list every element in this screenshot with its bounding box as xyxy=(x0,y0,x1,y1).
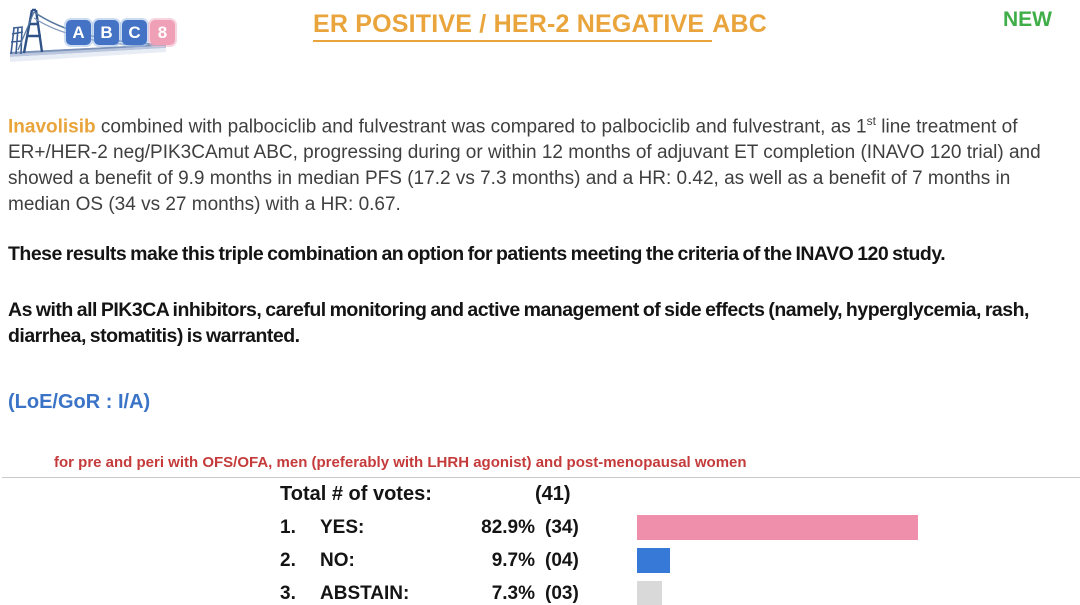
slide-title-underlined: ER POSITIVE / HER-2 NEGATIVE xyxy=(312,10,713,42)
total-votes-label: Total # of votes: xyxy=(280,483,432,506)
total-votes-count: (41) xyxy=(535,483,571,506)
vote-count: (34) xyxy=(545,516,579,538)
slide-header: A B C 8 ER POSITIVE / HER-2 NEGATIVE ABC … xyxy=(0,0,1080,62)
total-votes-row: Total # of votes: (41) xyxy=(0,482,1080,507)
slide-title-plain: ABC xyxy=(712,10,768,38)
vote-option-label: YES: xyxy=(320,516,365,538)
ordinal-superscript: st xyxy=(866,114,876,128)
voting-results: Total # of votes: (41) 1. YES: 82.9% (34… xyxy=(0,482,1080,605)
drug-name: Inavolisib xyxy=(8,116,96,138)
vote-rank: 3. xyxy=(280,582,296,604)
slide-content: Inavolisib combined with palbociclib and… xyxy=(0,108,1080,471)
new-badge: NEW xyxy=(1003,8,1052,31)
intro-paragraph: Inavolisib combined with palbociclib and… xyxy=(8,108,1072,218)
logo-tile-b: B xyxy=(94,20,119,45)
safety-statement: As with all PIK3CA inhibitors, careful m… xyxy=(8,299,1029,348)
vote-row-abstain: 3. ABSTAIN: 7.3% (03) xyxy=(0,581,1080,605)
population-note: for pre and peri with OFS/OFA, men (pref… xyxy=(54,454,747,472)
vote-row-no: 2. NO: 9.7% (04) xyxy=(0,548,1080,574)
intro-text-1: combined with palbociclib and fulvestran… xyxy=(95,116,867,138)
vote-count: (03) xyxy=(545,582,579,604)
vote-bar-abstain xyxy=(637,581,662,605)
abc8-logo: A B C 8 xyxy=(8,6,175,64)
vote-rank: 2. xyxy=(280,549,296,571)
vote-percent: 7.3% xyxy=(491,582,535,604)
slide-title: ER POSITIVE / HER-2 NEGATIVE ABC xyxy=(0,10,1080,42)
logo-tile-a: A xyxy=(66,20,91,45)
vote-bar-yes xyxy=(637,515,918,541)
abc8-letter-tiles: A B C 8 xyxy=(66,20,175,45)
vote-percent: 9.7% xyxy=(491,549,535,571)
vote-option-label: ABSTAIN: xyxy=(320,582,410,604)
conclusion-statement: These results make this triple combinati… xyxy=(8,243,946,266)
bridge-icon xyxy=(10,8,167,62)
vote-rank: 1. xyxy=(280,516,296,538)
vote-row-yes: 1. YES: 82.9% (34) xyxy=(0,515,1080,541)
loe-gor-label: (LoE/GoR : I/A) xyxy=(8,391,151,414)
vote-option-label: NO: xyxy=(320,549,355,571)
logo-tile-8: 8 xyxy=(150,20,175,45)
vote-count: (04) xyxy=(545,549,579,571)
logo-tile-c: C xyxy=(122,20,147,45)
intro-text-2: line treatment of ER+/HER-2 neg/PIK3CAmu… xyxy=(8,116,1041,216)
vote-percent: 82.9% xyxy=(481,516,535,538)
separator-line xyxy=(2,477,1080,479)
vote-bar-no xyxy=(637,548,670,574)
